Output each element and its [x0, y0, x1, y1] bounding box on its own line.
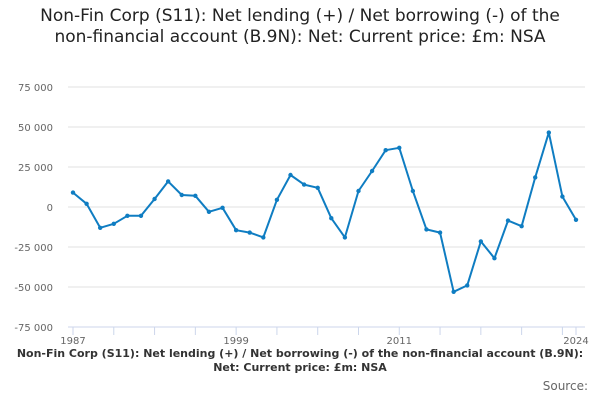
data-point — [138, 213, 144, 218]
data-point — [410, 188, 416, 194]
data-point — [533, 175, 538, 180]
data-point — [465, 283, 470, 288]
data-point — [274, 197, 280, 202]
data-point — [356, 188, 361, 194]
x-tick-label: 2024 — [563, 336, 588, 345]
data-point — [505, 218, 511, 223]
data-point — [451, 289, 456, 294]
y-tick-label: 25 000 — [18, 163, 53, 174]
data-point — [220, 205, 225, 210]
y-tick-label: -50 000 — [14, 283, 53, 294]
data-point — [519, 224, 524, 229]
data-point — [369, 168, 375, 174]
y-tick-label: 50 000 — [18, 123, 53, 134]
y-tick-label: -75 000 — [14, 323, 53, 334]
line-chart: 75 000 50 000 25 000 0 -25 000 -50 000 -75 000… — [14, 83, 588, 345]
y-tick-label: -25 000 — [14, 243, 53, 254]
data-point — [573, 217, 579, 222]
data-point — [560, 194, 565, 199]
x-tick-label: 1987 — [60, 336, 85, 345]
data-point — [437, 230, 443, 235]
data-point — [342, 235, 348, 240]
data-point — [84, 201, 89, 206]
data-point — [165, 179, 171, 184]
data-point — [125, 213, 130, 218]
data-point — [111, 221, 116, 226]
data-point — [152, 196, 157, 202]
series-line — [72, 131, 577, 293]
y-tick-label: 75 000 — [18, 83, 53, 94]
data-point — [478, 239, 484, 244]
data-point — [546, 130, 552, 135]
x-tick-label: 1999 — [223, 336, 248, 345]
data-point — [206, 209, 212, 214]
data-point — [397, 145, 402, 150]
data-point — [315, 185, 320, 190]
chart-title: Non-Fin Corp (S11): Net lending (+) / Ne… — [40, 6, 560, 47]
data-point — [492, 256, 497, 261]
x-axis-label: Non-Fin Corp (S11): Net lending (+) / Ne… — [16, 347, 584, 374]
data-point — [261, 235, 266, 240]
data-point — [329, 216, 334, 221]
data-point — [383, 148, 388, 153]
data-point — [247, 230, 252, 235]
data-point — [193, 193, 198, 198]
data-point — [301, 182, 307, 187]
data-point — [97, 225, 103, 230]
data-point — [179, 192, 184, 198]
data-point — [424, 227, 429, 232]
y-tick-label: 0 — [47, 203, 53, 214]
data-point — [233, 228, 239, 233]
data-point — [288, 172, 293, 178]
source-label: Source: — [542, 379, 588, 393]
data-point — [70, 190, 76, 195]
x-tick-label: 2011 — [387, 336, 412, 345]
